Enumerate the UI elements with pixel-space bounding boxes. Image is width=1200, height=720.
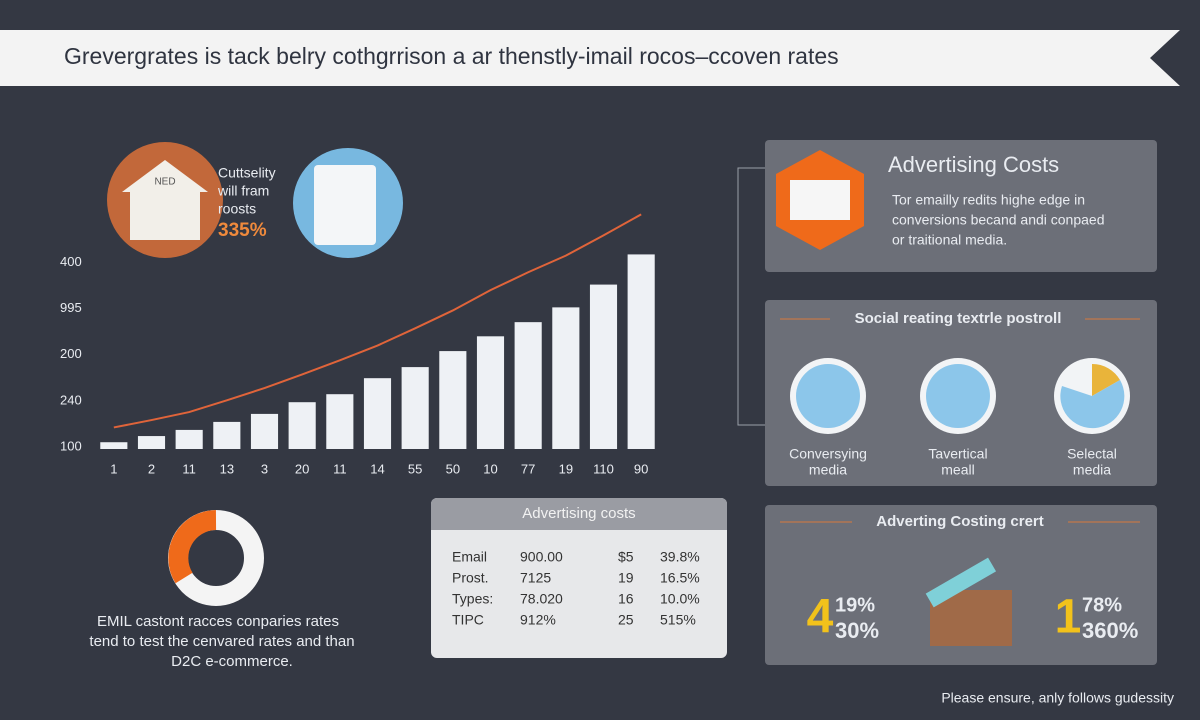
table-cell: $5 [618,549,634,565]
x-tick-label: 55 [408,461,422,476]
y-tick-label: 240 [60,392,82,407]
donut-line: EMIL castont racces conparies rates [97,613,339,630]
trend-line [113,213,642,429]
x-tick-label: 90 [634,461,648,476]
pie-icon-slice [1060,380,1125,429]
pie-icon-slice [1092,363,1120,396]
bar [439,351,467,449]
table-cell: TIPC [452,612,484,628]
table-cell: 515% [660,612,696,628]
table-cell: Types: [452,591,493,607]
bar [137,436,166,449]
ads-panel [765,140,1157,272]
connector [737,167,765,426]
ads-line: conversions becand andi conpaed [892,212,1105,228]
table-panel [431,498,727,658]
table-cell: 10.0% [660,591,700,607]
y-tick-label: 400 [60,254,82,269]
stat-line: roosts [218,201,256,217]
x-tick-label: 10 [483,461,497,476]
costing-title: Adverting Costing crert [876,513,1044,530]
donut-line: D2C e-commerce. [171,653,293,670]
table-cell: 900.00 [520,549,563,565]
y-tick-label: 100 [60,439,82,454]
book [790,180,850,220]
table-cell: 16 [618,591,634,607]
costing-value: 30% [835,618,879,643]
x-tick-label: 50 [446,461,460,476]
bar [476,336,505,449]
y-tick-label: 200 [60,346,82,361]
building-body [130,190,200,240]
donut-line: tend to test the cenvared rates and than [89,633,354,650]
social-title: Social reating textrle postroll [855,310,1062,327]
bar [363,378,392,449]
bar [213,421,241,449]
x-tick-label: 3 [261,461,268,476]
x-tick-label: 110 [593,461,614,476]
donut-slice [168,510,217,584]
social-label: Conversying [789,446,867,462]
x-tick-label: 11 [333,461,347,476]
social-label: Tavertical [928,446,987,462]
bar [326,394,354,449]
x-tick-label: 13 [220,461,234,476]
x-tick-label: 14 [370,461,384,476]
stat-value: 335% [218,220,267,241]
costing-value: 78% [1082,594,1122,616]
building-roof [122,160,208,192]
tube-icon [925,557,997,608]
x-tick-label: 2 [148,461,155,476]
x-tick-label: 20 [295,461,309,476]
header-banner [0,30,1180,86]
x-tick-label: 11 [182,461,196,476]
stat-line: will fram [217,183,269,199]
x-tick-label: 77 [521,461,535,476]
footer: Please ensure, anly follows gudessity [941,690,1174,706]
table-cell: 16.5% [660,570,700,586]
social-icon-inner [926,364,990,428]
ads-line: Tor emailly redits highe edge in [892,192,1085,208]
table-title: Advertising costs [522,505,635,522]
header-title: Grevergrates is tack belry cothgrrison a… [64,43,839,69]
costing-value: 19% [835,594,875,616]
bar-chart: 100 240 200 995 400 1 2 11 13 3 20 11 14 55 50 10 77 19 11… [60,213,655,476]
social-label: media [1073,462,1111,478]
costing-big: 1 [1055,591,1082,644]
ads-line: or traitional media. [892,232,1007,248]
table-cell: 19 [618,570,634,586]
table-header [431,498,727,530]
bar [100,442,128,449]
table-cell: 912% [520,612,556,628]
table-cell: 7125 [520,570,551,586]
table-cell: 25 [618,612,634,628]
social-label: media [809,462,847,478]
table-cell: 78.020 [520,591,563,607]
social-icon-inner [796,364,860,428]
bar [288,402,316,449]
social-label: Selectal [1067,446,1117,462]
x-tick-label: 19 [559,461,573,476]
table-cell: Email [452,549,487,565]
building-label: NED [154,177,175,188]
x-tick-label: 1 [110,461,117,476]
social-label: meall [941,462,974,478]
table: Email 900.00 $5 39.8% Prost. 7125 19 16.5% Types… [452,549,700,628]
bar [514,322,542,449]
y-tick-label: 995 [60,300,82,315]
bar [552,307,580,449]
costing-value: 360% [1082,618,1138,643]
clipboard [314,165,376,245]
stat-line: Cuttselity [218,165,276,181]
bar [589,284,618,449]
ads-title: Advertising Costs [888,152,1059,177]
table-cell: Prost. [452,570,489,586]
bar [627,254,655,449]
table-cell: 39.8% [660,549,700,565]
costing-big: 4 [807,591,834,644]
bar [175,429,203,449]
bar [250,413,279,449]
bar [401,367,429,449]
